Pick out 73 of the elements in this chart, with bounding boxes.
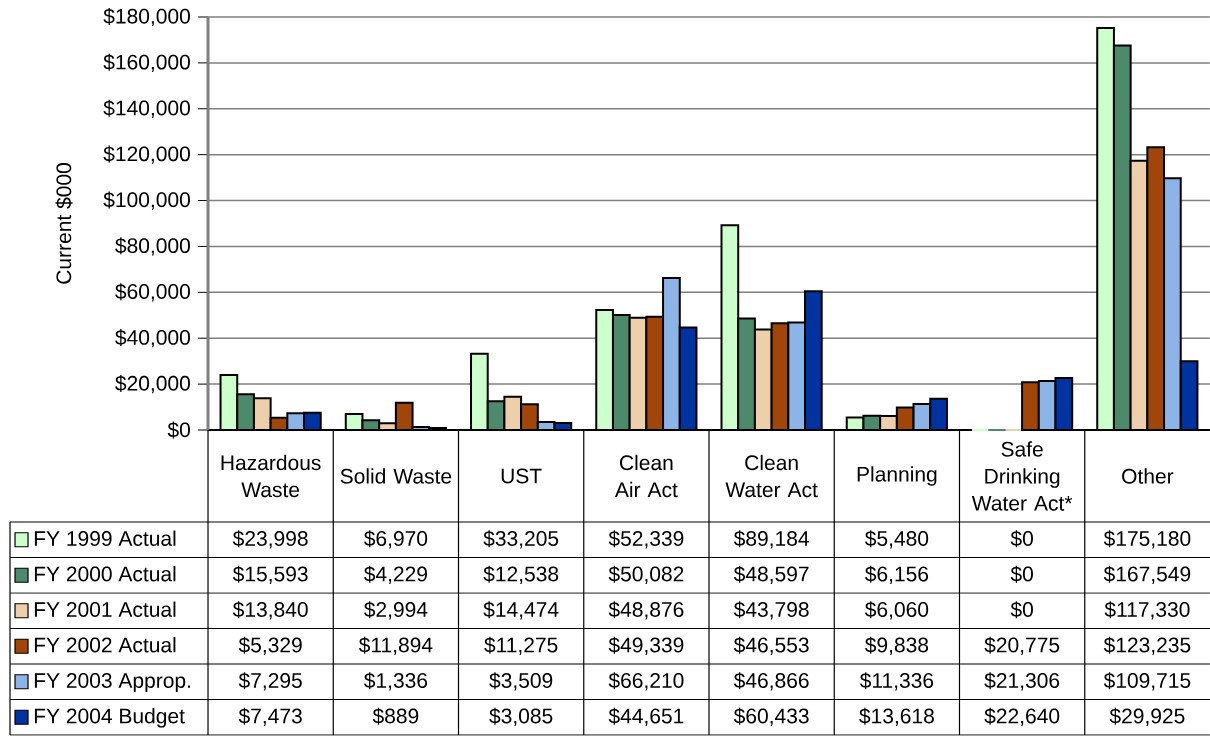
data-label: $29,925 (1109, 707, 1185, 726)
legend-label: FY 1999 Actual (34, 530, 176, 546)
data-label: $12,538 (483, 565, 559, 584)
data-label: $2,994 (363, 601, 428, 620)
data-label: $20,775 (984, 636, 1060, 655)
y-axis-title: Current $000 (55, 163, 73, 284)
legend-label: FY 2001 Actual (34, 601, 176, 617)
x-tick-label: Clean Air Act (614, 454, 678, 498)
data-label: $13,618 (859, 707, 934, 726)
data-label: $7,295 (238, 672, 302, 691)
legend-label: FY 2004 Budget (34, 708, 185, 728)
data-label: $7,473 (238, 707, 302, 726)
data-label: $175,180 (1103, 530, 1191, 549)
data-label: $13,840 (232, 601, 308, 620)
legend-label: FY 2002 Actual (34, 637, 176, 653)
y-tick-label: $40,000 (115, 329, 190, 348)
y-tick-label: $160,000 (103, 53, 190, 72)
y-tick-label: $20,000 (115, 374, 190, 394)
data-label: $23,998 (232, 530, 308, 549)
data-label: $0 (1010, 565, 1033, 583)
data-label: $167,549 (1103, 565, 1191, 584)
data-label: $52,339 (608, 530, 684, 549)
data-label: $3,085 (489, 707, 553, 726)
data-label: $46,553 (733, 636, 809, 655)
legend-label: FY 2003 Approp. (34, 673, 191, 693)
data-label: $9,838 (864, 636, 929, 655)
x-tick-label: Hazardous Waste (221, 454, 321, 498)
data-label: $11,894 (358, 636, 433, 655)
data-label: $89,184 (733, 530, 809, 549)
data-label: $48,597 (733, 565, 809, 584)
y-tick-label: $0 (167, 421, 190, 439)
data-label: $6,156 (864, 565, 929, 584)
data-label: $14,474 (483, 601, 559, 620)
data-label: $11,275 (484, 636, 558, 655)
data-label: $44,651 (608, 707, 684, 726)
data-label: $3,509 (489, 672, 553, 691)
x-tick-label: Planning (857, 466, 937, 486)
y-tick-label: $140,000 (103, 99, 190, 118)
y-tick-label: $100,000 (103, 191, 190, 210)
data-label: $0 (1010, 601, 1033, 619)
data-label: $1,336 (363, 672, 428, 691)
data-label: $33,205 (483, 530, 559, 549)
data-label: $49,339 (608, 636, 684, 655)
data-label: $889 (372, 707, 419, 725)
data-label: $109,715 (1103, 672, 1191, 691)
data-label: $6,060 (864, 601, 929, 620)
data-label: $43,798 (733, 601, 809, 620)
x-tick-label: Clean Water Act (725, 454, 818, 498)
data-label: $15,593 (232, 565, 308, 584)
x-tick-label: UST (501, 468, 542, 484)
data-label: $21,306 (984, 672, 1060, 691)
data-label: $22,640 (984, 707, 1060, 726)
data-label: $11,336 (859, 672, 934, 691)
data-label: $46,866 (733, 672, 809, 691)
legend-label: FY 2000 Actual (34, 566, 176, 582)
y-tick-label: $60,000 (115, 283, 190, 302)
x-tick-label: Solid Waste (340, 468, 452, 484)
data-label: $117,330 (1104, 601, 1190, 620)
data-label: $0 (1010, 530, 1033, 548)
data-label: $4,229 (363, 565, 427, 584)
data-label: $48,876 (608, 601, 684, 620)
y-tick-label: $180,000 (103, 7, 190, 27)
y-tick-label: $80,000 (115, 237, 190, 256)
data-label: $5,329 (238, 636, 302, 655)
data-label: $6,970 (363, 530, 428, 549)
data-label: $60,433 (733, 707, 809, 726)
data-label: $66,210 (608, 672, 684, 691)
data-label: $50,082 (608, 565, 684, 584)
data-label: $123,235 (1103, 636, 1191, 655)
y-tick-label: $120,000 (103, 145, 190, 164)
x-tick-label: Other (1122, 468, 1174, 484)
x-tick-label: Safe Drinking Water Act* (971, 441, 1073, 511)
data-label: $5,480 (864, 530, 929, 549)
